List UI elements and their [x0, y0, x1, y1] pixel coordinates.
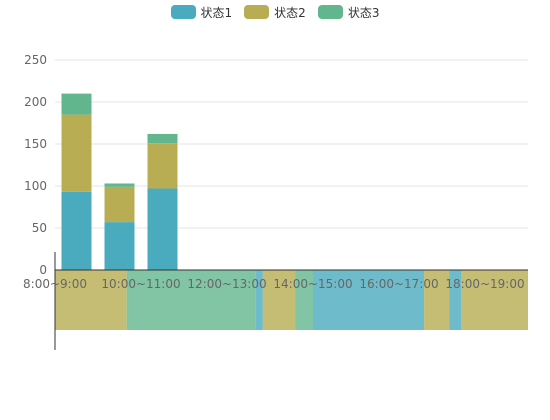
- x-tick-label: 14:00~15:00: [273, 277, 352, 291]
- legend-item-state2[interactable]: 状态2: [244, 4, 306, 20]
- timeline-segment: [55, 270, 127, 330]
- legend-item-state1[interactable]: 状态1: [170, 4, 233, 20]
- bar-segment-state1: [104, 222, 135, 270]
- timeline-segment: [424, 270, 450, 330]
- legend: 状态1 状态2 状态3: [0, 4, 550, 20]
- y-tick-label: 100: [24, 179, 47, 193]
- timeline-segment: [461, 270, 528, 330]
- bar-segment-state1: [61, 191, 92, 270]
- legend-swatch-state3: [317, 5, 343, 19]
- legend-label-state1: 状态1: [200, 5, 233, 20]
- legend-label-state2: 状态2: [274, 5, 306, 20]
- x-tick-label: 10:00~11:00: [101, 277, 180, 291]
- bar-segment-state2: [147, 143, 178, 189]
- y-tick-label: 250: [24, 53, 47, 67]
- timeline-segment: [449, 270, 462, 330]
- y-tick-label: 0: [39, 263, 47, 277]
- y-tick-label: 200: [24, 95, 47, 109]
- legend-item-state3[interactable]: 状态3: [317, 4, 380, 20]
- bar-segment-state2: [104, 186, 135, 223]
- bar-segment-state2: [61, 114, 92, 192]
- timeline-segment: [262, 270, 296, 330]
- bar-segment-state1: [147, 188, 178, 270]
- x-tick-label: 18:00~19:00: [445, 277, 524, 291]
- bar-segment-state3: [104, 183, 135, 187]
- y-tick-label: 50: [32, 221, 47, 235]
- legend-swatch-state2: [244, 5, 270, 19]
- x-tick-label: 12:00~13:00: [187, 277, 266, 291]
- bar-segment-state3: [147, 133, 178, 144]
- bar-segment-state3: [61, 93, 92, 115]
- timeline-segment: [295, 270, 313, 330]
- x-tick-label: 16:00~17:00: [359, 277, 438, 291]
- x-tick-label: 8:00~9:00: [23, 277, 87, 291]
- legend-swatch-state1: [170, 5, 196, 19]
- timeline-segment: [126, 270, 256, 330]
- timeline-segment: [255, 270, 263, 330]
- legend-label-state3: 状态3: [347, 5, 380, 20]
- timeline-segment: [313, 270, 425, 330]
- y-tick-label: 150: [24, 137, 47, 151]
